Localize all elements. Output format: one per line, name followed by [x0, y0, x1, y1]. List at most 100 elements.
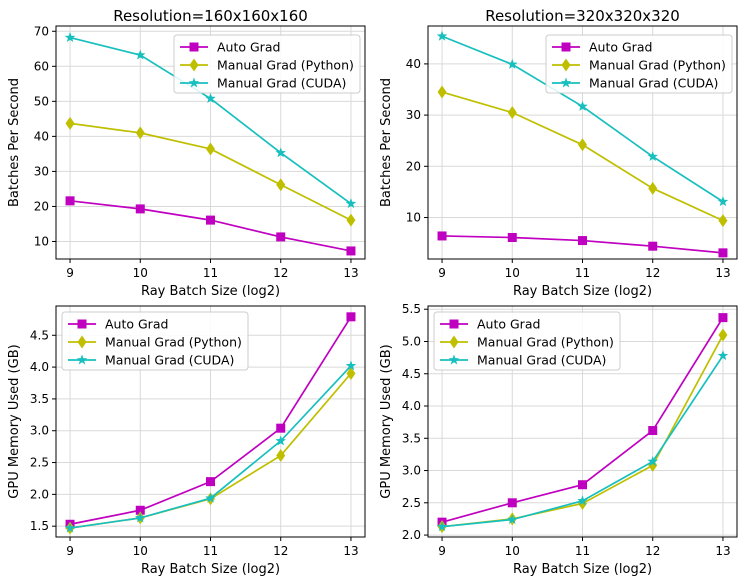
data-point-star: [64, 32, 76, 43]
series-star: [64, 32, 357, 209]
legend-marker-diamond: [77, 335, 87, 349]
x-axis-label: Ray Batch Size (log2): [513, 284, 652, 299]
data-point-star: [436, 521, 448, 532]
legend-label: Manual Grad (Python): [105, 335, 242, 350]
series-square: [65, 196, 356, 256]
y-tick-label: 4.0: [30, 360, 49, 374]
data-point-square: [135, 204, 145, 214]
legend-marker-square: [561, 42, 571, 52]
x-tick-label: 10: [505, 544, 520, 558]
y-tick-label: 50: [34, 94, 49, 108]
legend-marker-square: [189, 42, 199, 52]
y-tick-label: 1.5: [30, 519, 49, 533]
y-tick-label: 3.5: [402, 431, 421, 445]
data-point-square: [65, 196, 75, 206]
legend-label: Auto Grad: [105, 317, 168, 332]
legend-entry: Auto Grad: [440, 317, 540, 332]
legend: Auto Grad Manual Grad (Python) Manual Grad…: [173, 34, 361, 94]
y-tick-label: 2.5: [30, 456, 49, 470]
data-point-diamond: [276, 449, 286, 463]
x-tick-label: 11: [203, 266, 218, 280]
legend-entry: Auto Grad: [180, 40, 280, 55]
series-square: [437, 231, 728, 258]
legend-marker-diamond: [561, 58, 571, 72]
x-tick-label: 11: [575, 266, 590, 280]
chart-title: Resolution=160x160x160: [113, 7, 308, 25]
x-tick-label: 12: [273, 266, 288, 280]
y-axis-label: Batches Per Second: [7, 78, 22, 207]
data-point-star: [717, 350, 729, 361]
data-point-star: [205, 93, 216, 103]
chart-panel-3: 9 10 11 12 13 1.5 2.0 2.5 3.0 3.5 4.0 4.5 Ray Batch …: [7, 305, 366, 577]
legend: Auto Grad Manual Grad (Python) Manual Grad…: [61, 311, 249, 371]
y-tick-label: 2.5: [402, 496, 421, 510]
y-tick-label: 4.5: [402, 367, 421, 381]
legend-marker-diamond: [449, 335, 459, 349]
legend-entry: Auto Grad: [68, 317, 168, 332]
y-tick-label: 4.0: [402, 399, 421, 413]
data-point-square: [578, 480, 587, 490]
data-point-square: [507, 498, 517, 508]
data-point-star: [135, 512, 146, 523]
x-tick-label: 9: [66, 266, 74, 280]
data-point-star: [345, 360, 357, 371]
series-diamond: [65, 116, 356, 227]
data-point-star: [275, 435, 286, 446]
data-point-square: [346, 312, 356, 322]
y-tick-label: 5.0: [402, 334, 421, 348]
x-tick-label: 13: [343, 266, 358, 280]
x-axis-label: Ray Batch Size (log2): [513, 562, 652, 577]
legend-marker-diamond: [189, 58, 199, 72]
y-axis-label: Batches Per Second: [379, 78, 394, 207]
legend: Auto Grad Manual Grad (Python) Manual Grad…: [433, 311, 621, 371]
data-point-diamond: [65, 116, 75, 130]
y-tick-label: 2.0: [402, 528, 421, 542]
y-tick-label: 40: [406, 57, 421, 71]
data-point-square: [135, 505, 145, 515]
legend-label: Manual Grad (CUDA): [589, 76, 718, 91]
data-point-diamond: [507, 106, 517, 120]
y-tick-label: 2.0: [30, 487, 49, 501]
legend-entry: Manual Grad (CUDA): [180, 76, 346, 91]
y-tick-label: 3.0: [30, 424, 49, 438]
legend-label: Manual Grad (Python): [477, 335, 614, 350]
legend-box: [545, 34, 733, 94]
data-point-diamond: [718, 214, 728, 228]
data-point-star: [507, 58, 518, 69]
x-tick-label: 13: [715, 544, 730, 558]
x-tick-label: 9: [66, 544, 74, 558]
series-star: [436, 350, 729, 532]
legend-entry: Manual Grad (Python): [552, 58, 726, 73]
data-point-square: [507, 232, 517, 242]
legend-box: [61, 311, 249, 371]
data-point-star: [577, 100, 588, 111]
chart-panel-4: 9 10 11 12 13 2.0 2.5 3.0 3.5 4.0 4.5 5.0 5.5 Ray Bat…: [379, 302, 738, 577]
data-point-square: [206, 477, 215, 487]
data-point-star: [436, 30, 448, 41]
x-tick-label: 12: [273, 544, 288, 558]
data-point-star: [507, 514, 518, 525]
legend-label: Manual Grad (CUDA): [477, 353, 606, 368]
data-point-star: [205, 492, 216, 503]
data-point-diamond: [346, 366, 356, 380]
data-point-star: [275, 147, 286, 158]
x-tick-label: 10: [133, 544, 148, 558]
chart-panel-1: 9 10 11 12 13 10 20 30 40 50 60 70 Ray Batch Size (l…: [7, 7, 366, 299]
y-tick-label: 5.5: [402, 302, 421, 316]
data-point-star: [345, 198, 357, 209]
x-tick-label: 11: [203, 544, 218, 558]
legend-marker-square: [77, 319, 87, 329]
legend-marker-star: [76, 354, 88, 365]
chart-title: Resolution=320x320x320: [485, 7, 680, 25]
data-point-diamond: [578, 138, 587, 152]
chart-panel-2: 9 10 11 12 13 10 20 30 40 Ray Batch Size (log2) Ba…: [379, 7, 738, 299]
data-point-diamond: [135, 126, 145, 140]
data-point-diamond: [276, 178, 286, 192]
data-point-square: [346, 246, 356, 256]
data-point-square: [718, 248, 728, 258]
x-tick-label: 10: [133, 266, 148, 280]
legend-entry: Manual Grad (CUDA): [552, 76, 718, 91]
data-point-star: [135, 49, 146, 60]
y-tick-label: 30: [34, 164, 49, 178]
